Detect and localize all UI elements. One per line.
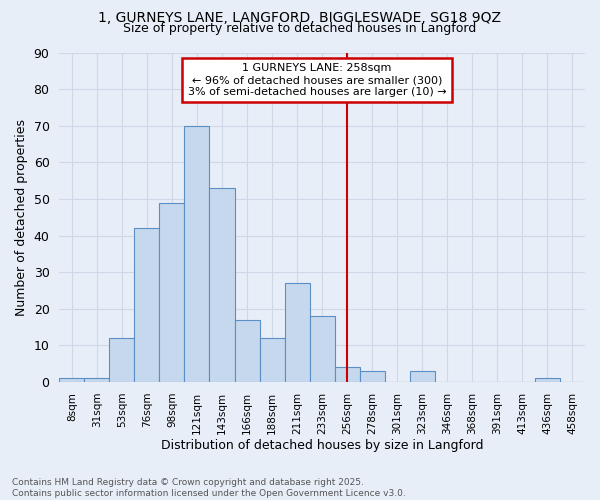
Bar [85,378,109,382]
Bar [284,283,310,382]
Bar [260,338,284,382]
Text: 1 GURNEYS LANE: 258sqm
← 96% of detached houses are smaller (300)
3% of semi-det: 1 GURNEYS LANE: 258sqm ← 96% of detached… [188,64,446,96]
Bar [59,378,85,382]
Text: Contains HM Land Registry data © Crown copyright and database right 2025.
Contai: Contains HM Land Registry data © Crown c… [12,478,406,498]
Bar [160,202,184,382]
Bar [134,228,160,382]
Bar [109,338,134,382]
Bar [335,368,359,382]
X-axis label: Distribution of detached houses by size in Langford: Distribution of detached houses by size … [161,440,484,452]
Bar [235,320,260,382]
Bar [184,126,209,382]
Y-axis label: Number of detached properties: Number of detached properties [15,119,28,316]
Bar [535,378,560,382]
Text: 1, GURNEYS LANE, LANGFORD, BIGGLESWADE, SG18 9QZ: 1, GURNEYS LANE, LANGFORD, BIGGLESWADE, … [98,11,502,25]
Bar [359,371,385,382]
Bar [410,371,435,382]
Bar [310,316,335,382]
Bar [209,188,235,382]
Text: Size of property relative to detached houses in Langford: Size of property relative to detached ho… [124,22,476,35]
